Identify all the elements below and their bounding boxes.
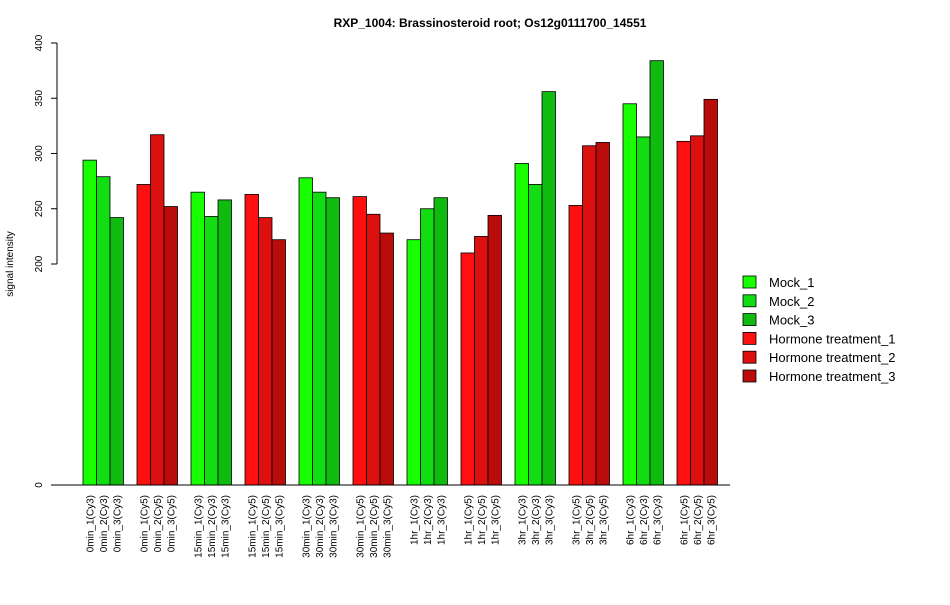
x-tick-label: 30min_2(Cy5) [369, 495, 380, 558]
legend-label: Hormone treatment_1 [769, 331, 895, 346]
y-tick-label: 200 [34, 255, 45, 272]
x-tick-label: 30min_2(Cy3) [315, 495, 326, 558]
bar [474, 235, 489, 486]
bar [420, 208, 435, 486]
x-tick-label: 0min_3(Cy3) [112, 495, 123, 552]
x-tick-label: 0min_3(Cy5) [166, 495, 177, 552]
legend-swatch [742, 369, 757, 383]
x-tick-label: 1hr_3(Cy5) [490, 495, 501, 545]
x-tick-label: 15min_2(Cy3) [207, 495, 218, 558]
legend-swatch [742, 313, 757, 327]
bar [690, 135, 705, 486]
y-tick-label: 300 [34, 145, 45, 162]
x-tick-label: 6hr_3(Cy3) [652, 495, 663, 545]
legend-swatch [742, 275, 757, 289]
bar [217, 199, 232, 486]
bar [244, 193, 259, 486]
bar [541, 91, 556, 486]
x-tick-label: 1hr_3(Cy3) [436, 495, 447, 545]
legend-label: Hormone treatment_2 [769, 350, 895, 365]
legend-swatch [742, 294, 757, 308]
y-axis: 0 200 250 300 350 400 [34, 34, 58, 488]
x-tick-label: 0min_2(Cy5) [153, 495, 164, 552]
bar [150, 134, 165, 486]
legend-swatch [742, 331, 757, 345]
bar [622, 103, 637, 486]
x-tick-label: 6hr_1(Cy3) [625, 495, 636, 545]
bar [582, 145, 597, 486]
bar [82, 159, 97, 486]
legend-label: Mock_1 [769, 275, 815, 290]
x-tick-label: 15min_1(Cy5) [247, 495, 258, 558]
x-tick-label: 6hr_2(Cy5) [693, 495, 704, 545]
x-tick-label: 15min_1(Cy3) [193, 495, 204, 558]
bar [109, 217, 124, 486]
legend: Mock_1 Mock_2 Mock_3 Hormone treatment_1 Hor… [742, 275, 895, 384]
x-tick-label: 3hr_3(Cy5) [598, 495, 609, 545]
bar [190, 191, 205, 486]
x-tick-labels: 0min_1(Cy3) 0min_2(Cy3) 0min_3(Cy3) 0min_1(… [85, 495, 717, 558]
bar [595, 142, 610, 486]
x-tick-label: 3hr_3(Cy3) [544, 495, 555, 545]
x-tick-label: 3hr_2(Cy5) [585, 495, 596, 545]
x-tick-label: 1hr_2(Cy3) [423, 495, 434, 545]
bars [82, 60, 718, 486]
y-tick-label: 350 [34, 89, 45, 106]
x-tick-label: 1hr_1(Cy5) [463, 495, 474, 545]
x-tick-label: 6hr_1(Cy5) [679, 495, 690, 545]
y-axis-label: signal intensity [5, 231, 16, 297]
bar [379, 232, 394, 486]
bar [636, 136, 651, 486]
legend-label: Mock_2 [769, 294, 815, 309]
x-tick-label: 30min_1(Cy5) [355, 495, 366, 558]
bar [460, 252, 475, 486]
bar [568, 205, 583, 486]
x-tick-label: 1hr_1(Cy3) [409, 495, 420, 545]
bar [312, 191, 327, 486]
x-tick-label: 3hr_2(Cy3) [531, 495, 542, 545]
y-tick-label: 0 [34, 482, 45, 488]
x-tick-label: 0min_1(Cy5) [139, 495, 150, 552]
bar [271, 239, 286, 486]
x-tick-label: 0min_1(Cy3) [85, 495, 96, 552]
x-tick-label: 3hr_1(Cy3) [517, 495, 528, 545]
bar [528, 184, 543, 486]
bar [433, 197, 448, 486]
bar [325, 197, 340, 486]
bar [487, 214, 502, 486]
bar [676, 140, 691, 486]
bar [258, 217, 273, 486]
legend-label: Hormone treatment_3 [769, 369, 895, 384]
y-tick-label: 400 [34, 34, 45, 51]
chart-title: RXP_1004: Brassinosteroid root; Os12g011… [334, 16, 647, 30]
x-tick-label: 6hr_3(Cy5) [706, 495, 717, 545]
x-tick-label: 15min_3(Cy5) [274, 495, 285, 558]
legend-swatch [742, 350, 757, 364]
bar [366, 213, 381, 486]
bar [649, 60, 664, 486]
x-tick-label: 30min_3(Cy3) [328, 495, 339, 558]
bar [514, 163, 529, 486]
bar [352, 196, 367, 486]
bar [204, 216, 219, 486]
x-tick-label: 30min_3(Cy5) [382, 495, 393, 558]
x-tick-label: 3hr_1(Cy5) [571, 495, 582, 545]
bar [163, 206, 178, 486]
x-tick-label: 15min_2(Cy5) [261, 495, 272, 558]
x-tick-label: 6hr_2(Cy3) [639, 495, 650, 545]
x-tick-label: 15min_3(Cy3) [220, 495, 231, 558]
bar [136, 184, 151, 486]
x-tick-label: 1hr_2(Cy5) [477, 495, 488, 545]
x-tick-label: 0min_2(Cy3) [99, 495, 110, 552]
legend-label: Mock_3 [769, 313, 815, 328]
x-tick-label: 30min_1(Cy3) [301, 495, 312, 558]
bar [406, 239, 421, 486]
bar [703, 98, 718, 486]
bar [298, 177, 313, 486]
y-tick-label: 250 [34, 200, 45, 217]
bar [96, 176, 111, 486]
